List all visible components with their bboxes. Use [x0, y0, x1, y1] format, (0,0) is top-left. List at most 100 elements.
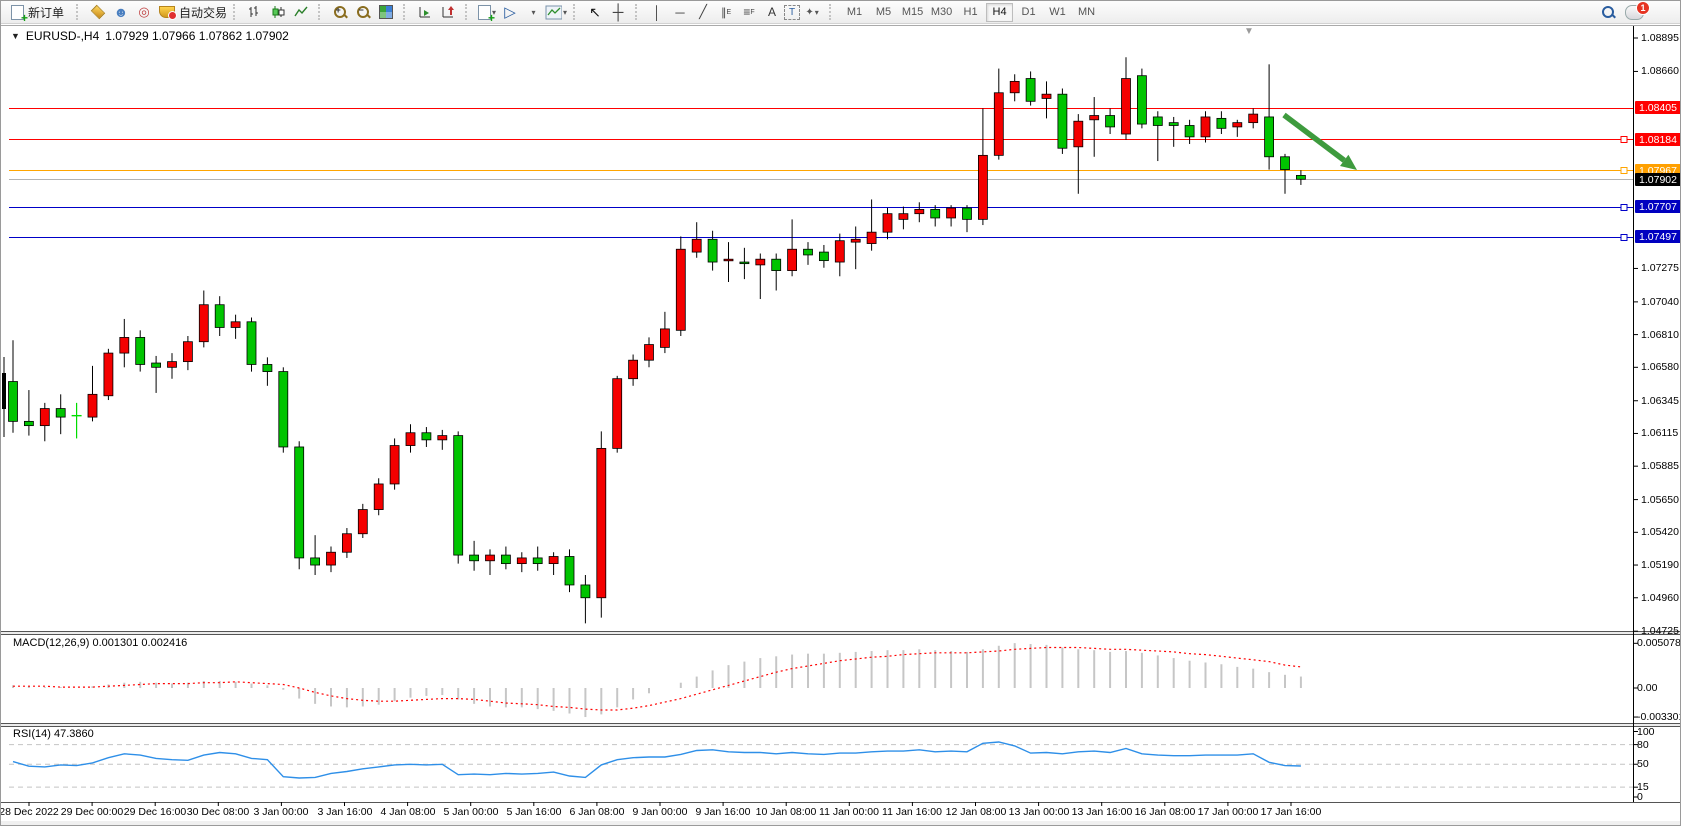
- price-axis-label: 1.06345: [1641, 395, 1679, 407]
- toolbar-grip: [403, 4, 410, 20]
- candlesticks[interactable]: [8, 57, 1306, 624]
- macd-indicator[interactable]: [12, 643, 1302, 718]
- clock-icon[interactable]: ▷︎: [504, 4, 516, 21]
- crosshair-icon[interactable]: ┼: [612, 3, 624, 21]
- timeframe-button-M30[interactable]: M30: [930, 6, 953, 18]
- market-watch-icon[interactable]: [87, 3, 109, 22]
- arrows-icon[interactable]: ✦ ▾: [805, 6, 819, 18]
- fibonacci-icon[interactable]: ≡ F: [743, 5, 755, 19]
- price-axis-label: 1.07040: [1641, 296, 1679, 308]
- timeframe-button-M5[interactable]: M5: [875, 6, 892, 18]
- window-restore-icon[interactable]: ▼: [1244, 26, 1254, 37]
- timeframe-button-H1[interactable]: H1: [963, 6, 978, 18]
- date-axis-label: 16 Jan 08:00: [1134, 806, 1196, 818]
- text-label-icon[interactable]: T: [784, 4, 801, 20]
- period-dropdown-caret[interactable]: ▾: [531, 7, 536, 17]
- line-handle-marker[interactable]: [1620, 167, 1628, 174]
- quote-low: 1.07862: [198, 29, 243, 43]
- timeframe-button-W1[interactable]: W1: [1049, 6, 1066, 18]
- timeframe-button-M1[interactable]: M1: [846, 6, 863, 18]
- chart-collapse-icon[interactable]: ▼: [11, 31, 20, 41]
- date-axis-label: 3 Jan 00:00: [253, 806, 309, 818]
- new-order-icon: [11, 4, 28, 25]
- indicators-icon[interactable]: ▾: [545, 3, 567, 22]
- line-handle-marker[interactable]: [1620, 136, 1628, 143]
- rsi-label: RSI(14) 47.3860: [13, 728, 94, 740]
- price-axis-label: 1.05420: [1641, 526, 1679, 538]
- timeframe-button-H4[interactable]: H4: [986, 2, 1014, 22]
- quote-high: 1.07966: [152, 29, 196, 43]
- toolbar-grip: [76, 4, 83, 20]
- current-price-badge: 1.07902: [1635, 173, 1680, 186]
- date-axis-label: 11 Jan 00:00: [819, 806, 879, 818]
- rsi-axis-label: 15: [1637, 781, 1649, 793]
- zoom-out-icon[interactable]: −: [352, 3, 374, 22]
- axis-ticks: [28, 37, 1638, 806]
- rsi-axis-label: 80: [1637, 739, 1649, 751]
- date-axis-label: 5 Jan 16:00: [506, 806, 562, 818]
- chart-symbol-period: EURUSD-,H4: [25, 29, 100, 43]
- date-axis-label: 13 Jan 16:00: [1071, 806, 1133, 818]
- price-axis-label: 1.08660: [1641, 65, 1679, 77]
- rsi-indicator[interactable]: [9, 741, 1633, 788]
- date-axis-label: 17 Jan 00:00: [1197, 806, 1259, 818]
- date-axis-label: 11 Jan 16:00: [882, 806, 942, 818]
- chat-icon[interactable]: 1: [1625, 1, 1650, 20]
- notification-badge: 1: [1636, 1, 1650, 15]
- autotrading-label: 自动交易: [179, 5, 228, 20]
- date-axis-label: 12 Jan 08:00: [945, 806, 1007, 818]
- price-axis-label: 1.06810: [1641, 329, 1679, 341]
- toolbar-right: 1: [1602, 1, 1680, 20]
- autotrading-button[interactable]: [156, 3, 178, 22]
- toolbar-grip: [465, 4, 472, 20]
- chart-shift-icon[interactable]: [437, 3, 459, 22]
- price-axis-label: 1.05650: [1641, 494, 1679, 506]
- bar-chart-icon[interactable]: [244, 3, 266, 22]
- date-axis-label: 6 Jan 08:00: [569, 806, 625, 818]
- horizontal-line-icon[interactable]: ─: [675, 4, 685, 20]
- text-icon[interactable]: A: [768, 5, 777, 19]
- timeframe-button-MN[interactable]: MN: [1077, 6, 1096, 18]
- cursor-icon[interactable]: ↖: [589, 3, 601, 20]
- horizontal-lines[interactable]: [9, 107, 1633, 241]
- panel-splitter[interactable]: [1, 723, 1681, 727]
- chart-window[interactable]: ▼ EURUSD-,H4 1.07929 1.07966 1.07862 1.0…: [1, 24, 1681, 826]
- chart-title: ▼ EURUSD-,H4 1.07929 1.07966 1.07862 1.0…: [11, 29, 289, 43]
- auto-scroll-icon[interactable]: [414, 3, 436, 22]
- price-axis-label: 1.04725: [1641, 625, 1679, 637]
- price-line-badge: 1.08405: [1635, 101, 1680, 114]
- timeframe-toolbar: M1 M5 M15 M30 H1 H4 D1 W1 MN: [840, 2, 1101, 22]
- autotrading-icon: [159, 6, 178, 20]
- profiles-icon[interactable]: ☻: [113, 4, 129, 20]
- timeframe-button-D1[interactable]: D1: [1021, 6, 1036, 18]
- candlestick-chart-icon[interactable]: [267, 3, 289, 22]
- timeframe-button-M15[interactable]: M15: [901, 6, 924, 18]
- trend-arrow[interactable]: [1282, 112, 1357, 170]
- macd-axis-label: 0.00: [1637, 682, 1658, 694]
- new-order-button[interactable]: 新订单: [5, 3, 70, 25]
- chart-canvas[interactable]: [1, 24, 1681, 826]
- line-handle-marker[interactable]: [1620, 234, 1628, 241]
- rsi-axis-label: 0: [1637, 791, 1643, 803]
- line-handle-marker[interactable]: [1620, 204, 1628, 211]
- price-axis-label: 1.07275: [1641, 262, 1679, 274]
- trendline-icon[interactable]: ╱: [699, 4, 707, 19]
- status-bar: [1, 821, 1680, 825]
- date-axis-label: 9 Jan 00:00: [632, 806, 688, 818]
- vertical-line-icon[interactable]: │: [652, 4, 662, 20]
- quote-open: 1.07929: [105, 29, 149, 43]
- channel-icon[interactable]: ∥ E: [720, 6, 732, 19]
- price-axis-label: 1.04960: [1641, 592, 1679, 604]
- toolbar-grip: [318, 4, 325, 20]
- search-icon[interactable]: [1602, 5, 1615, 19]
- new-chart-icon[interactable]: ▾: [476, 3, 498, 25]
- price-axis-label: 1.06115: [1641, 427, 1679, 439]
- tile-windows-icon[interactable]: [375, 3, 397, 22]
- panel-splitter[interactable]: [1, 631, 1681, 635]
- signals-icon[interactable]: ◎: [138, 4, 150, 19]
- price-axis-label: 1.05190: [1641, 559, 1679, 571]
- zoom-in-icon[interactable]: +: [329, 3, 351, 22]
- rsi-axis-label: 100: [1637, 726, 1655, 738]
- line-chart-icon[interactable]: [290, 3, 312, 22]
